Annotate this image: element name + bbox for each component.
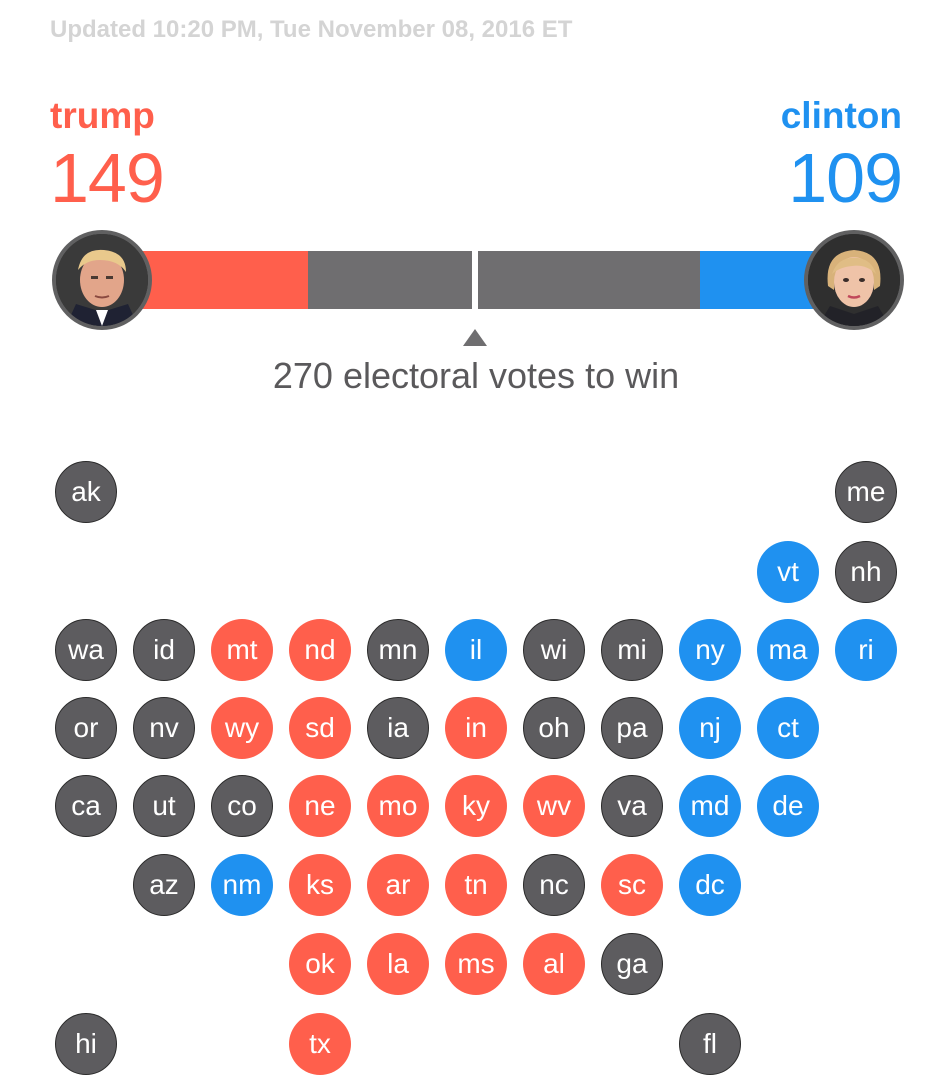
- trump-avatar: [52, 230, 152, 330]
- state-az[interactable]: az: [133, 854, 195, 916]
- state-me[interactable]: me: [835, 461, 897, 523]
- state-vt[interactable]: vt: [757, 541, 819, 603]
- state-ok[interactable]: ok: [289, 933, 351, 995]
- state-fl[interactable]: fl: [679, 1013, 741, 1075]
- clinton-name: clinton: [780, 95, 902, 136]
- state-tx[interactable]: tx: [289, 1013, 351, 1075]
- state-wy[interactable]: wy: [211, 697, 273, 759]
- clinton-vote-count: 109: [788, 139, 903, 217]
- state-co[interactable]: co: [211, 775, 273, 837]
- state-dc[interactable]: dc: [679, 854, 741, 916]
- state-ak[interactable]: ak: [55, 461, 117, 523]
- state-oh[interactable]: oh: [523, 697, 585, 759]
- state-pa[interactable]: pa: [601, 697, 663, 759]
- state-or[interactable]: or: [55, 697, 117, 759]
- state-ar[interactable]: ar: [367, 854, 429, 916]
- state-wa[interactable]: wa: [55, 619, 117, 681]
- threshold-divider: [472, 251, 478, 309]
- state-ca[interactable]: ca: [55, 775, 117, 837]
- state-sc[interactable]: sc: [601, 854, 663, 916]
- state-ut[interactable]: ut: [133, 775, 195, 837]
- state-ct[interactable]: ct: [757, 697, 819, 759]
- state-mi[interactable]: mi: [601, 619, 663, 681]
- state-al[interactable]: al: [523, 933, 585, 995]
- state-ks[interactable]: ks: [289, 854, 351, 916]
- state-nj[interactable]: nj: [679, 697, 741, 759]
- state-la[interactable]: la: [367, 933, 429, 995]
- state-nh[interactable]: nh: [835, 541, 897, 603]
- state-nm[interactable]: nm: [211, 854, 273, 916]
- updated-timestamp: Updated 10:20 PM, Tue November 08, 2016 …: [50, 16, 573, 43]
- state-mn[interactable]: mn: [367, 619, 429, 681]
- clinton-avatar: [804, 230, 904, 330]
- state-nv[interactable]: nv: [133, 697, 195, 759]
- state-in[interactable]: in: [445, 697, 507, 759]
- state-sd[interactable]: sd: [289, 697, 351, 759]
- threshold-marker-icon: [463, 329, 487, 346]
- state-ny[interactable]: ny: [679, 619, 741, 681]
- state-hi[interactable]: hi: [55, 1013, 117, 1075]
- state-mt[interactable]: mt: [211, 619, 273, 681]
- state-il[interactable]: il: [445, 619, 507, 681]
- state-tn[interactable]: tn: [445, 854, 507, 916]
- trump-vote-count: 149: [50, 139, 165, 217]
- state-wv[interactable]: wv: [523, 775, 585, 837]
- state-ky[interactable]: ky: [445, 775, 507, 837]
- state-ma[interactable]: ma: [757, 619, 819, 681]
- state-ne[interactable]: ne: [289, 775, 351, 837]
- state-de[interactable]: de: [757, 775, 819, 837]
- state-nc[interactable]: nc: [523, 854, 585, 916]
- threshold-label: 270 electoral votes to win: [272, 355, 680, 396]
- state-mo[interactable]: mo: [367, 775, 429, 837]
- state-wi[interactable]: wi: [523, 619, 585, 681]
- state-nd[interactable]: nd: [289, 619, 351, 681]
- state-ga[interactable]: ga: [601, 933, 663, 995]
- trump-name: trump: [50, 95, 155, 136]
- state-ia[interactable]: ia: [367, 697, 429, 759]
- state-ri[interactable]: ri: [835, 619, 897, 681]
- state-md[interactable]: md: [679, 775, 741, 837]
- state-va[interactable]: va: [601, 775, 663, 837]
- state-id[interactable]: id: [133, 619, 195, 681]
- state-ms[interactable]: ms: [445, 933, 507, 995]
